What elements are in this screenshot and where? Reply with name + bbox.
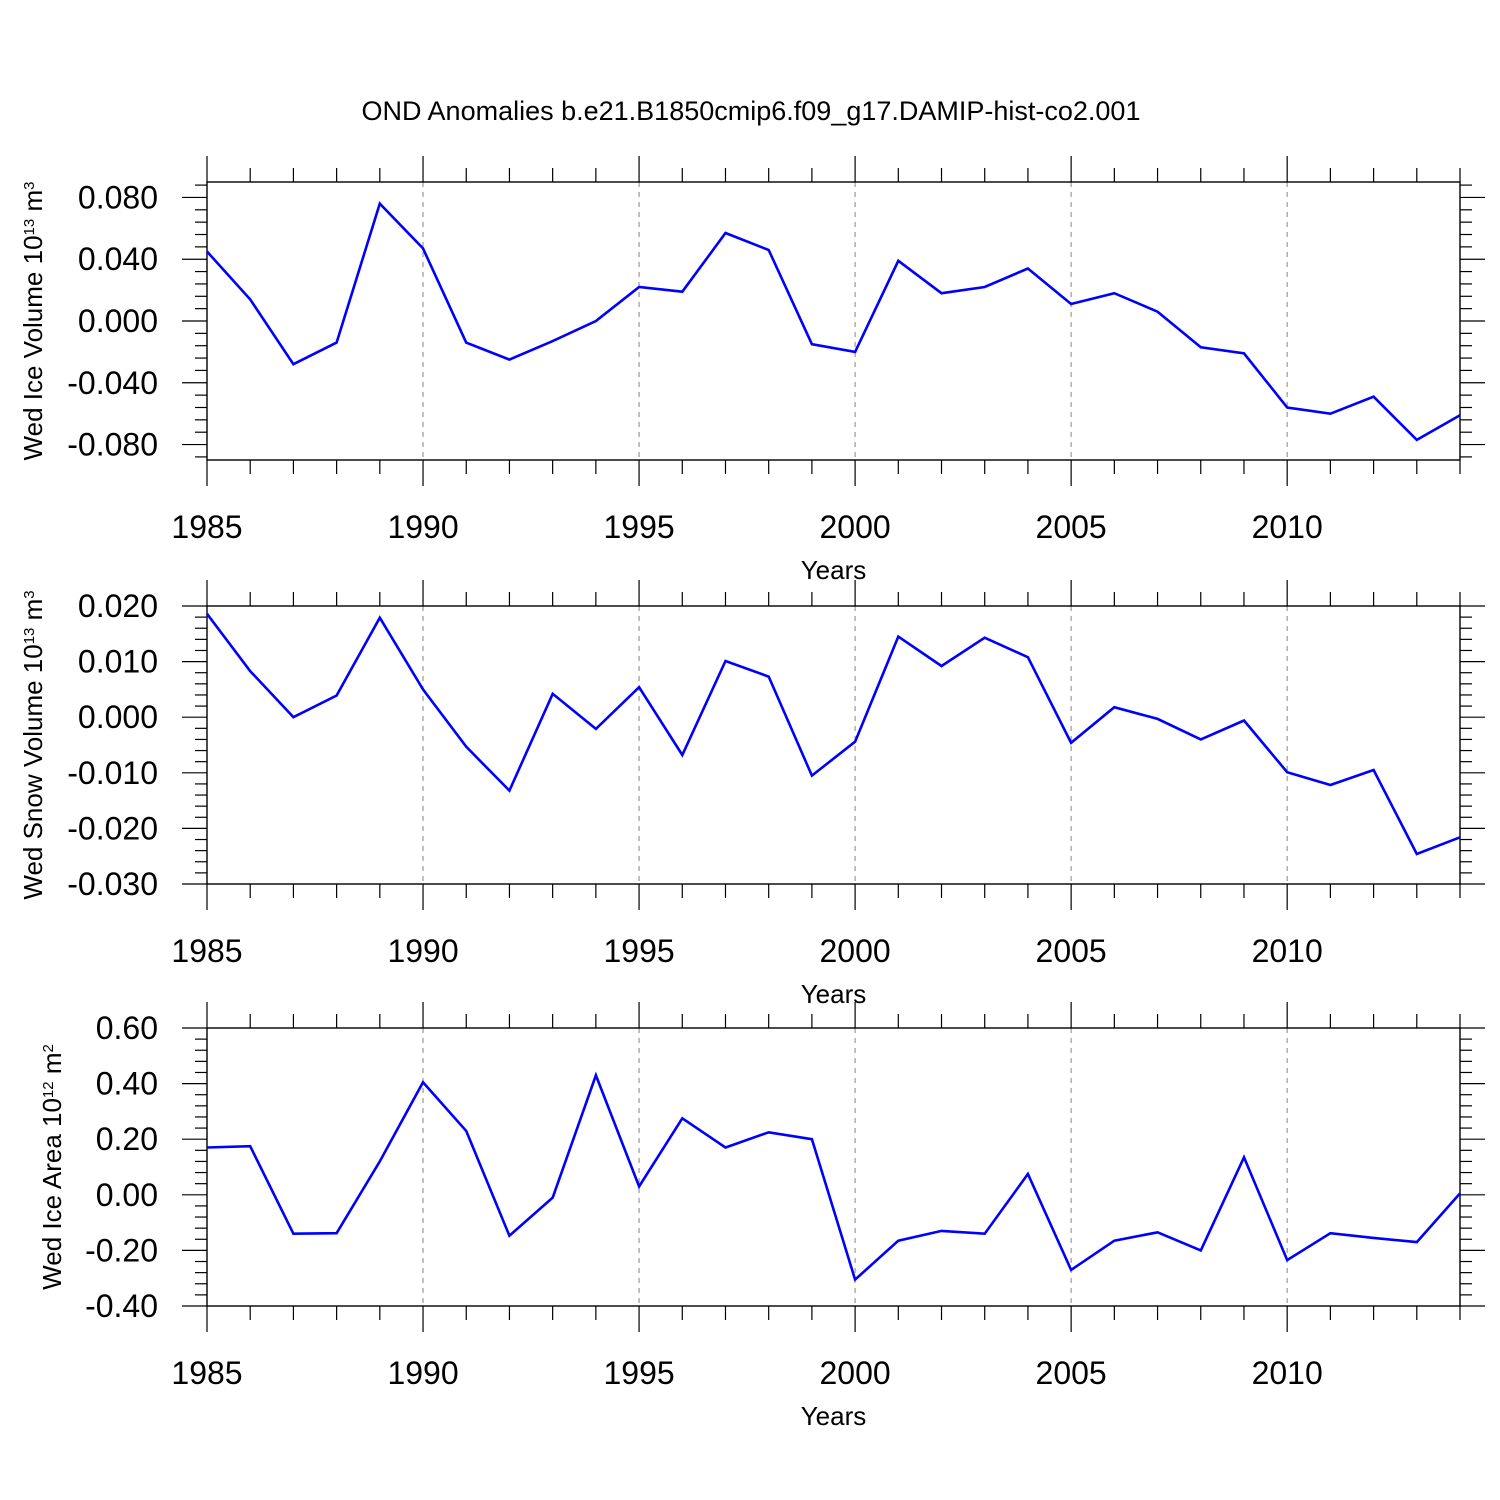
y-tick-label: 0.00 (96, 1177, 158, 1213)
y-tick-label: 0.000 (78, 303, 158, 339)
y-tick-label: 0.60 (96, 1010, 158, 1046)
x-axis-label: Years (801, 1401, 867, 1431)
x-tick-label: 2000 (820, 509, 891, 545)
x-tick-label: 1985 (171, 933, 242, 969)
figure-title: OND Anomalies b.e21.B1850cmip6.f09_g17.D… (362, 96, 1141, 126)
x-tick-label: 2010 (1252, 509, 1323, 545)
x-tick-label: 2005 (1036, 933, 1107, 969)
series-line (206, 201, 1461, 442)
y-tick-label: 0.040 (78, 241, 158, 277)
x-axis-label: Years (801, 979, 867, 1009)
x-tick-label: 1985 (171, 509, 242, 545)
series-line (206, 1071, 1461, 1282)
plot-frame (206, 1027, 1461, 1307)
y-tick-label: 0.080 (78, 179, 158, 215)
y-tick-label: -0.010 (67, 755, 158, 791)
x-tick-label: 2005 (1036, 509, 1107, 545)
x-tick-label: 1995 (603, 1355, 674, 1391)
x-tick-label: 1990 (387, 509, 458, 545)
chart-panel-1: -0.080 -0.040 0.000 0.040 0.080 1985 1990 1995 2… (18, 156, 1485, 585)
panels: -0.080 -0.040 0.000 0.040 0.080 1985 1990 1995 2… (18, 156, 1485, 1431)
y-axis-label: Wed Snow Volume 1013 m3 (18, 590, 48, 899)
y-tick-label: -0.030 (67, 866, 158, 902)
y-tick-label: -0.080 (67, 427, 158, 463)
y-tick-label: 0.020 (78, 588, 158, 624)
x-tick-label: 2000 (820, 1355, 891, 1391)
y-tick-label: -0.020 (67, 810, 158, 846)
x-tick-label: 2000 (820, 933, 891, 969)
y-tick-label: -0.40 (85, 1288, 158, 1324)
y-tick-label: 0.010 (78, 644, 158, 680)
chart-panel-3: -0.40 -0.20 0.00 0.20 0.40 0.60 1985 1990 1995 20… (37, 1002, 1485, 1431)
y-axis-label: Wed Ice Area 1012 m2 (37, 1044, 67, 1290)
x-tick-label: 2010 (1252, 933, 1323, 969)
x-tick-label: 1995 (603, 509, 674, 545)
x-axis-label: Years (801, 555, 867, 585)
y-tick-label: -0.20 (85, 1232, 158, 1268)
x-tick-label: 1985 (171, 1355, 242, 1391)
y-tick-label: 0.000 (78, 699, 158, 735)
x-tick-label: 1995 (603, 933, 674, 969)
x-tick-label: 2010 (1252, 1355, 1323, 1391)
chart-panel-2: -0.030 -0.020 -0.010 0.000 0.010 0.020 1985 199… (18, 580, 1485, 1009)
x-tick-label: 2005 (1036, 1355, 1107, 1391)
plot-frame (206, 181, 1461, 461)
y-tick-label: 0.20 (96, 1121, 158, 1157)
plot-frame (206, 605, 1461, 885)
x-tick-label: 1990 (387, 1355, 458, 1391)
x-tick-label: 1990 (387, 933, 458, 969)
y-tick-label: 0.40 (96, 1066, 158, 1102)
y-tick-label: -0.040 (67, 365, 158, 401)
series-line (205, 613, 1461, 856)
y-axis-label: Wed Ice Volume 1013 m3 (18, 182, 48, 461)
